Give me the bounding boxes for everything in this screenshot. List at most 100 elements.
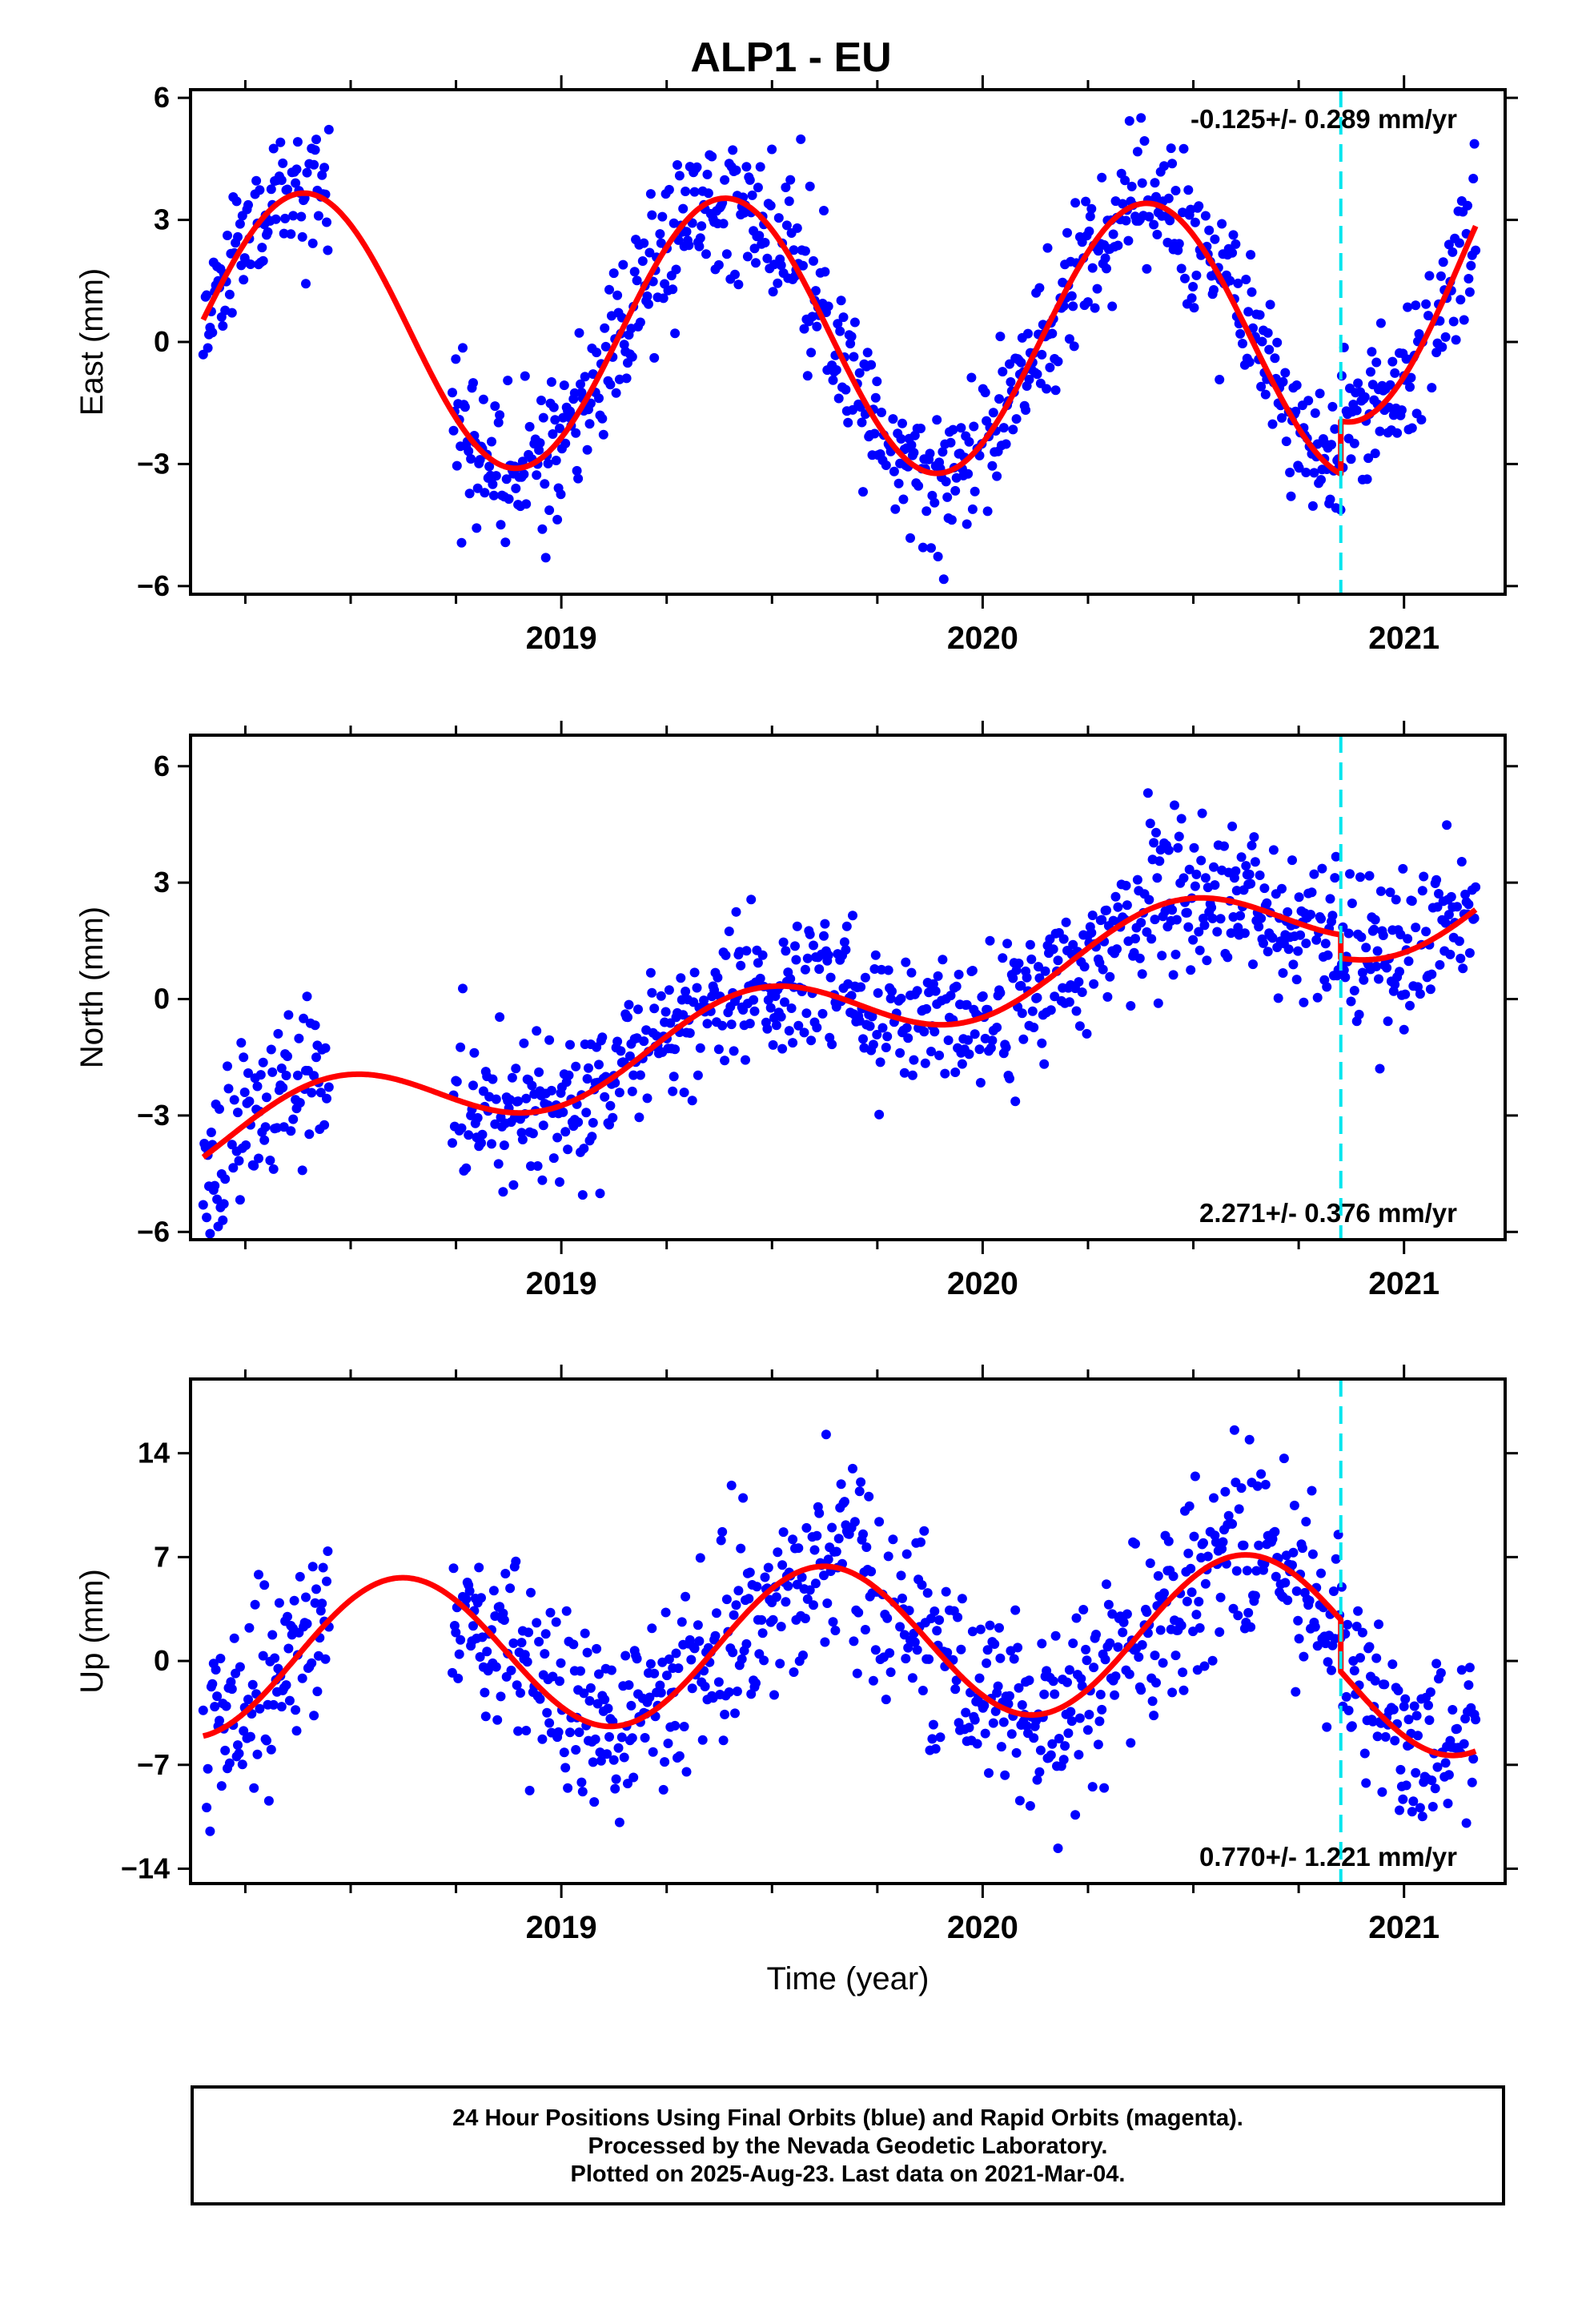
data-point <box>304 1129 315 1140</box>
data-point <box>1349 986 1359 995</box>
data-point <box>881 1043 891 1052</box>
data-point <box>948 424 958 435</box>
data-point <box>1320 939 1331 949</box>
data-point <box>1264 344 1275 355</box>
data-point <box>681 1767 692 1777</box>
data-point <box>798 260 808 271</box>
data-point <box>1048 1676 1058 1687</box>
data-point <box>210 1702 220 1712</box>
data-point <box>247 1679 258 1690</box>
data-point <box>488 1586 499 1596</box>
data-point <box>322 1576 331 1586</box>
data-point <box>858 1529 868 1539</box>
data-point <box>302 991 312 1002</box>
data-point <box>1254 1540 1264 1550</box>
data-point <box>1255 870 1265 880</box>
data-point <box>951 981 962 991</box>
y-tick-label: −6 <box>137 1215 170 1248</box>
data-point <box>656 991 666 1001</box>
data-point <box>1039 1059 1050 1069</box>
data-point <box>1423 1700 1433 1711</box>
data-point <box>1262 898 1272 908</box>
data-point <box>721 950 731 960</box>
data-point <box>537 1175 548 1185</box>
data-point <box>820 267 830 277</box>
data-point <box>805 1585 815 1595</box>
data-point <box>987 1035 998 1046</box>
data-point <box>885 1648 895 1659</box>
data-point <box>956 1644 966 1655</box>
data-point <box>1195 1622 1205 1633</box>
data-point <box>726 1019 737 1030</box>
data-point <box>1309 869 1319 879</box>
data-point <box>1255 310 1265 320</box>
data-point <box>1176 1620 1186 1630</box>
data-point <box>994 1622 1004 1633</box>
data-point <box>1076 1674 1086 1684</box>
data-point <box>629 267 640 277</box>
data-point <box>810 286 821 296</box>
data-point <box>1158 1658 1168 1668</box>
data-point <box>310 145 320 155</box>
data-point <box>1288 959 1299 970</box>
data-point <box>495 1012 505 1022</box>
data-point <box>896 1570 906 1581</box>
data-point <box>737 1654 747 1664</box>
data-point <box>732 1687 742 1696</box>
data-point <box>785 974 796 984</box>
data-point <box>540 1649 550 1659</box>
data-point <box>1132 147 1142 157</box>
data-point <box>1285 468 1295 477</box>
data-point <box>1017 1700 1027 1710</box>
data-point <box>1139 136 1150 146</box>
data-point <box>751 1678 761 1688</box>
data-point <box>513 1726 524 1736</box>
data-point <box>1159 1588 1169 1598</box>
data-point <box>1390 368 1400 378</box>
data-point <box>961 1707 971 1718</box>
data-point <box>1316 1568 1326 1578</box>
data-point <box>755 162 765 172</box>
data-point <box>1134 1652 1144 1663</box>
data-point <box>453 1673 464 1683</box>
data-point <box>733 279 744 290</box>
data-point <box>1287 855 1297 866</box>
data-point <box>907 1070 917 1080</box>
data-point <box>833 1534 844 1544</box>
x-axis-label: Time (year) <box>767 1961 930 1996</box>
data-point <box>1469 139 1480 149</box>
data-point <box>736 1543 746 1554</box>
data-point <box>1435 959 1445 970</box>
data-point <box>692 983 702 993</box>
data-point <box>632 1654 642 1664</box>
data-point <box>548 429 558 439</box>
data-point <box>849 1517 860 1527</box>
data-point <box>1022 1721 1032 1731</box>
data-point <box>627 352 637 362</box>
data-point <box>1359 975 1369 985</box>
data-point <box>781 220 792 231</box>
data-point <box>765 200 776 211</box>
data-point <box>670 1720 681 1731</box>
data-point <box>265 1156 275 1165</box>
data-point <box>1137 1640 1147 1650</box>
data-point <box>1186 965 1196 975</box>
data-point <box>563 1144 573 1155</box>
data-point <box>313 211 323 221</box>
data-point <box>271 214 281 224</box>
data-point <box>1163 193 1174 203</box>
data-point <box>258 255 268 266</box>
data-point <box>1407 423 1417 433</box>
data-point <box>448 1563 459 1574</box>
data-point <box>721 1594 732 1605</box>
data-point <box>456 1042 466 1052</box>
data-point <box>883 1551 893 1562</box>
data-point <box>1186 293 1197 304</box>
data-point <box>560 1763 571 1773</box>
data-point <box>521 1726 532 1735</box>
data-point <box>984 1768 994 1778</box>
data-point <box>695 1043 705 1053</box>
data-point <box>1095 1690 1106 1699</box>
data-point <box>658 293 669 304</box>
